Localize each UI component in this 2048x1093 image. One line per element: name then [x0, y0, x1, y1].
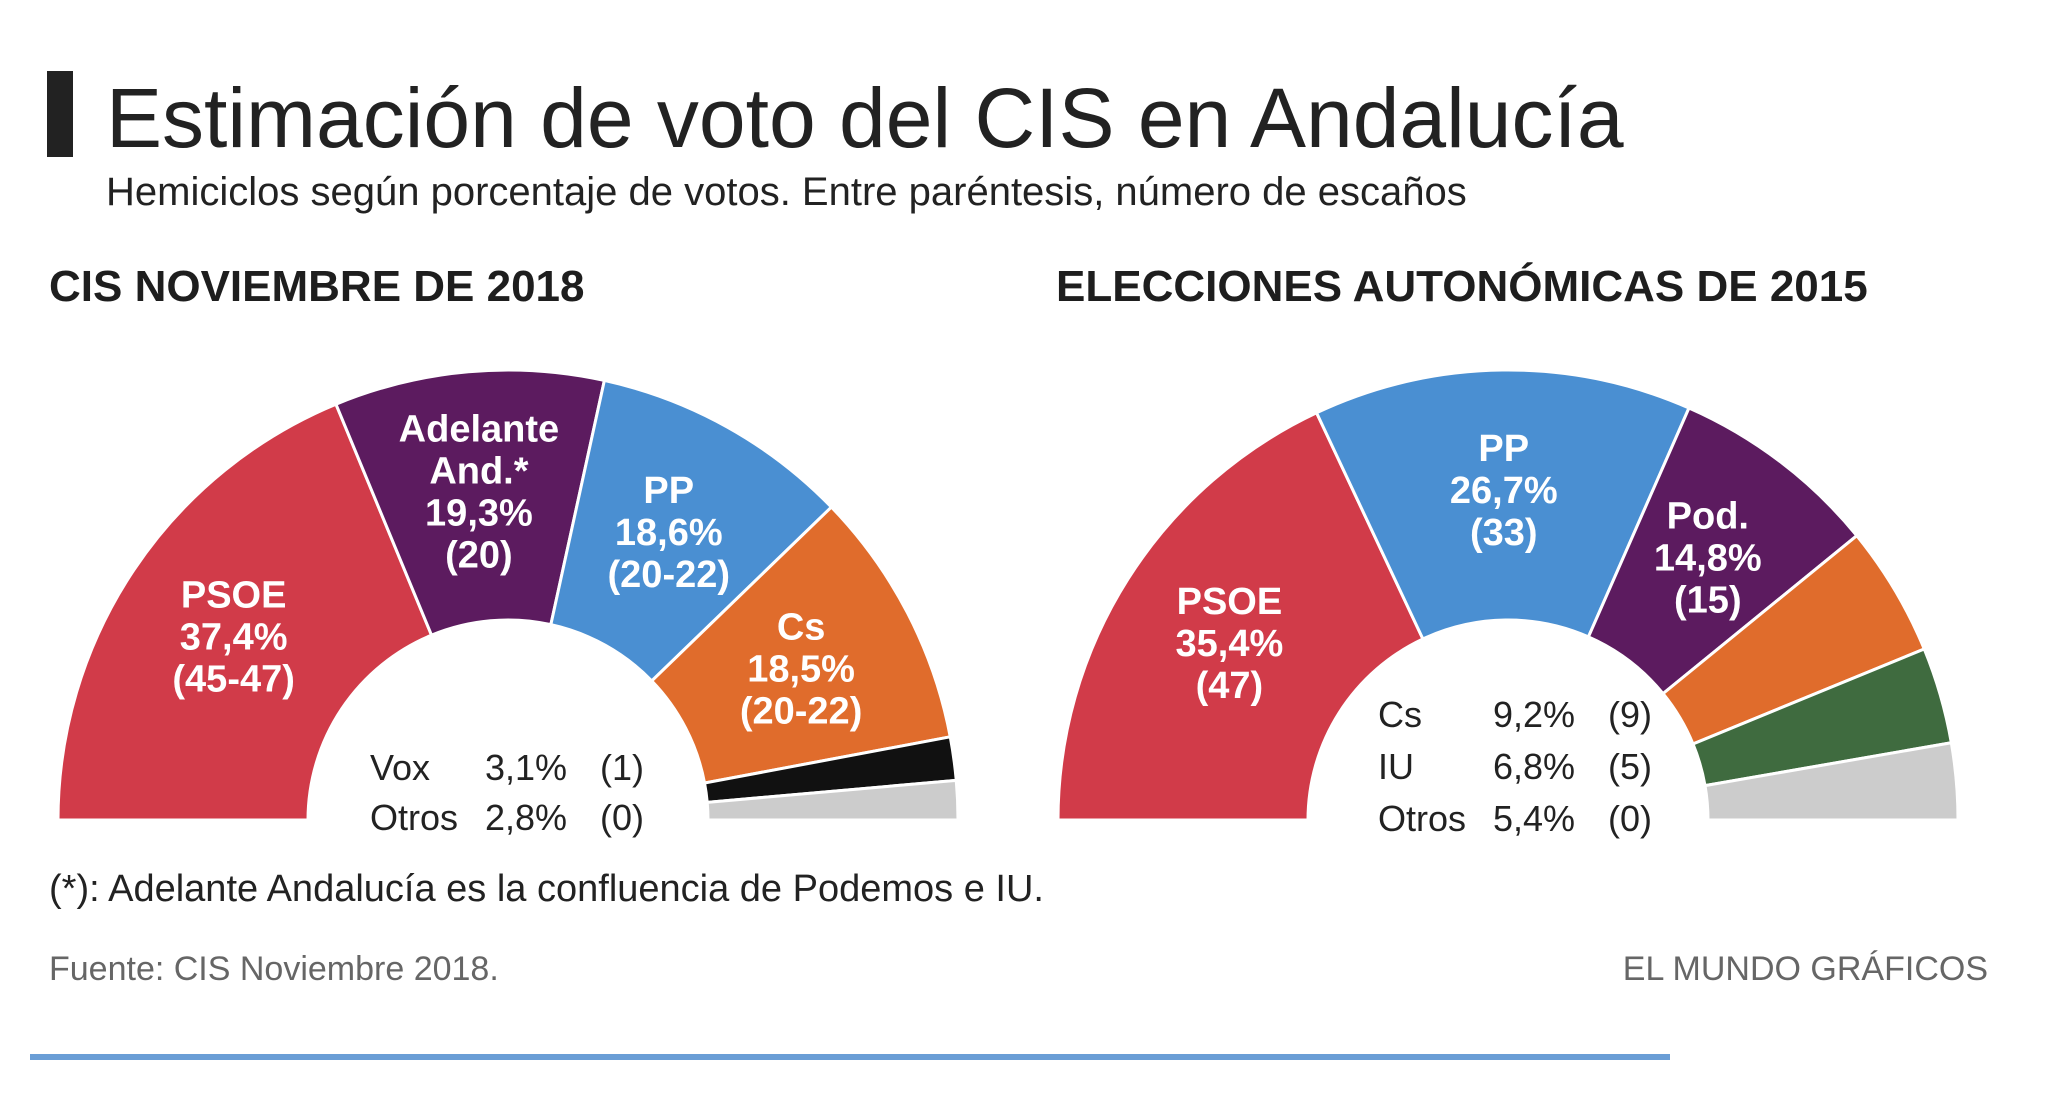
inner-legend-seats-otros: (0): [1608, 798, 1652, 839]
slice-label-psoe: PSOE 37,4% (45-47): [172, 575, 295, 701]
title-accent-bar: [47, 71, 73, 157]
footnote: (*): Adelante Andalucía es la confluenci…: [49, 868, 1044, 910]
inner-legend-pct-otros: 5,4%: [1493, 798, 1575, 839]
chart-title-2015: ELECCIONES AUTONÓMICAS DE 2015: [1056, 262, 1868, 311]
slice-otros: [1703, 740, 1960, 822]
inner-legend-pct-iu: 6,8%: [1493, 746, 1575, 787]
source-text: Fuente: CIS Noviembre 2018.: [49, 950, 499, 988]
slice-label-cs: Cs 18,5% (20-22): [740, 606, 863, 732]
inner-legend-party-otros: Otros: [370, 797, 458, 838]
slice-pp: [1314, 368, 1691, 641]
hemicycle-charts: PSOE 37,4% (45-47) Adelante And.* 19,3% (20) PP…: [56, 368, 1960, 839]
inner-legend-party-cs: Cs: [1378, 694, 1422, 735]
inner-legend-seats-vox: (1): [600, 747, 644, 788]
credit-text: EL MUNDO GRÁFICOS: [1622, 950, 1988, 988]
slice-cs: [649, 504, 952, 785]
inner-legend-party-vox: Vox: [370, 747, 430, 788]
bottom-rule: [30, 1054, 1670, 1060]
chart-title-2018: CIS NOVIEMBRE DE 2018: [49, 262, 585, 311]
slice-label-podemos: Pod. 14,8% (15): [1654, 495, 1762, 621]
inner-legend-seats-otros: (0): [600, 797, 644, 838]
slice-label-adelante: Adelante And.* 19,3% (20): [399, 408, 559, 576]
slice-psoe: [56, 402, 434, 822]
inner-legend-party-iu: IU: [1378, 746, 1414, 787]
hemicycle-2018: PSOE 37,4% (45-47) Adelante And.* 19,3% (20) PP…: [56, 368, 960, 838]
slice-label-pp: PP 18,6% (20-22): [608, 470, 731, 596]
inner-legend-seats-iu: (5): [1608, 746, 1652, 787]
slice-psoe: [1056, 410, 1425, 822]
slice-adelante: [333, 368, 607, 638]
inner-legend-seats-cs: (9): [1608, 694, 1652, 735]
inner-legend-pct-cs: 9,2%: [1493, 694, 1575, 735]
slice-pp: [549, 378, 834, 684]
inner-legend-pct-otros: 2,8%: [485, 797, 567, 838]
slice-otros: [705, 778, 960, 822]
inner-legend-party-otros: Otros: [1378, 798, 1466, 839]
slice-label-pp: PP 26,7% (33): [1450, 428, 1558, 554]
slice-label-psoe: PSOE 35,4% (47): [1176, 581, 1284, 707]
page-subtitle: Hemiciclos según porcentaje de votos. En…: [106, 170, 1467, 214]
inner-legend-pct-vox: 3,1%: [485, 747, 567, 788]
hemicycle-2015: PSOE 35,4% (47) PP 26,7% (33) Pod. 14,8% (15) Cs 9…: [1056, 368, 1960, 839]
page-title: Estimación de voto del CIS en Andalucía: [106, 71, 1624, 165]
